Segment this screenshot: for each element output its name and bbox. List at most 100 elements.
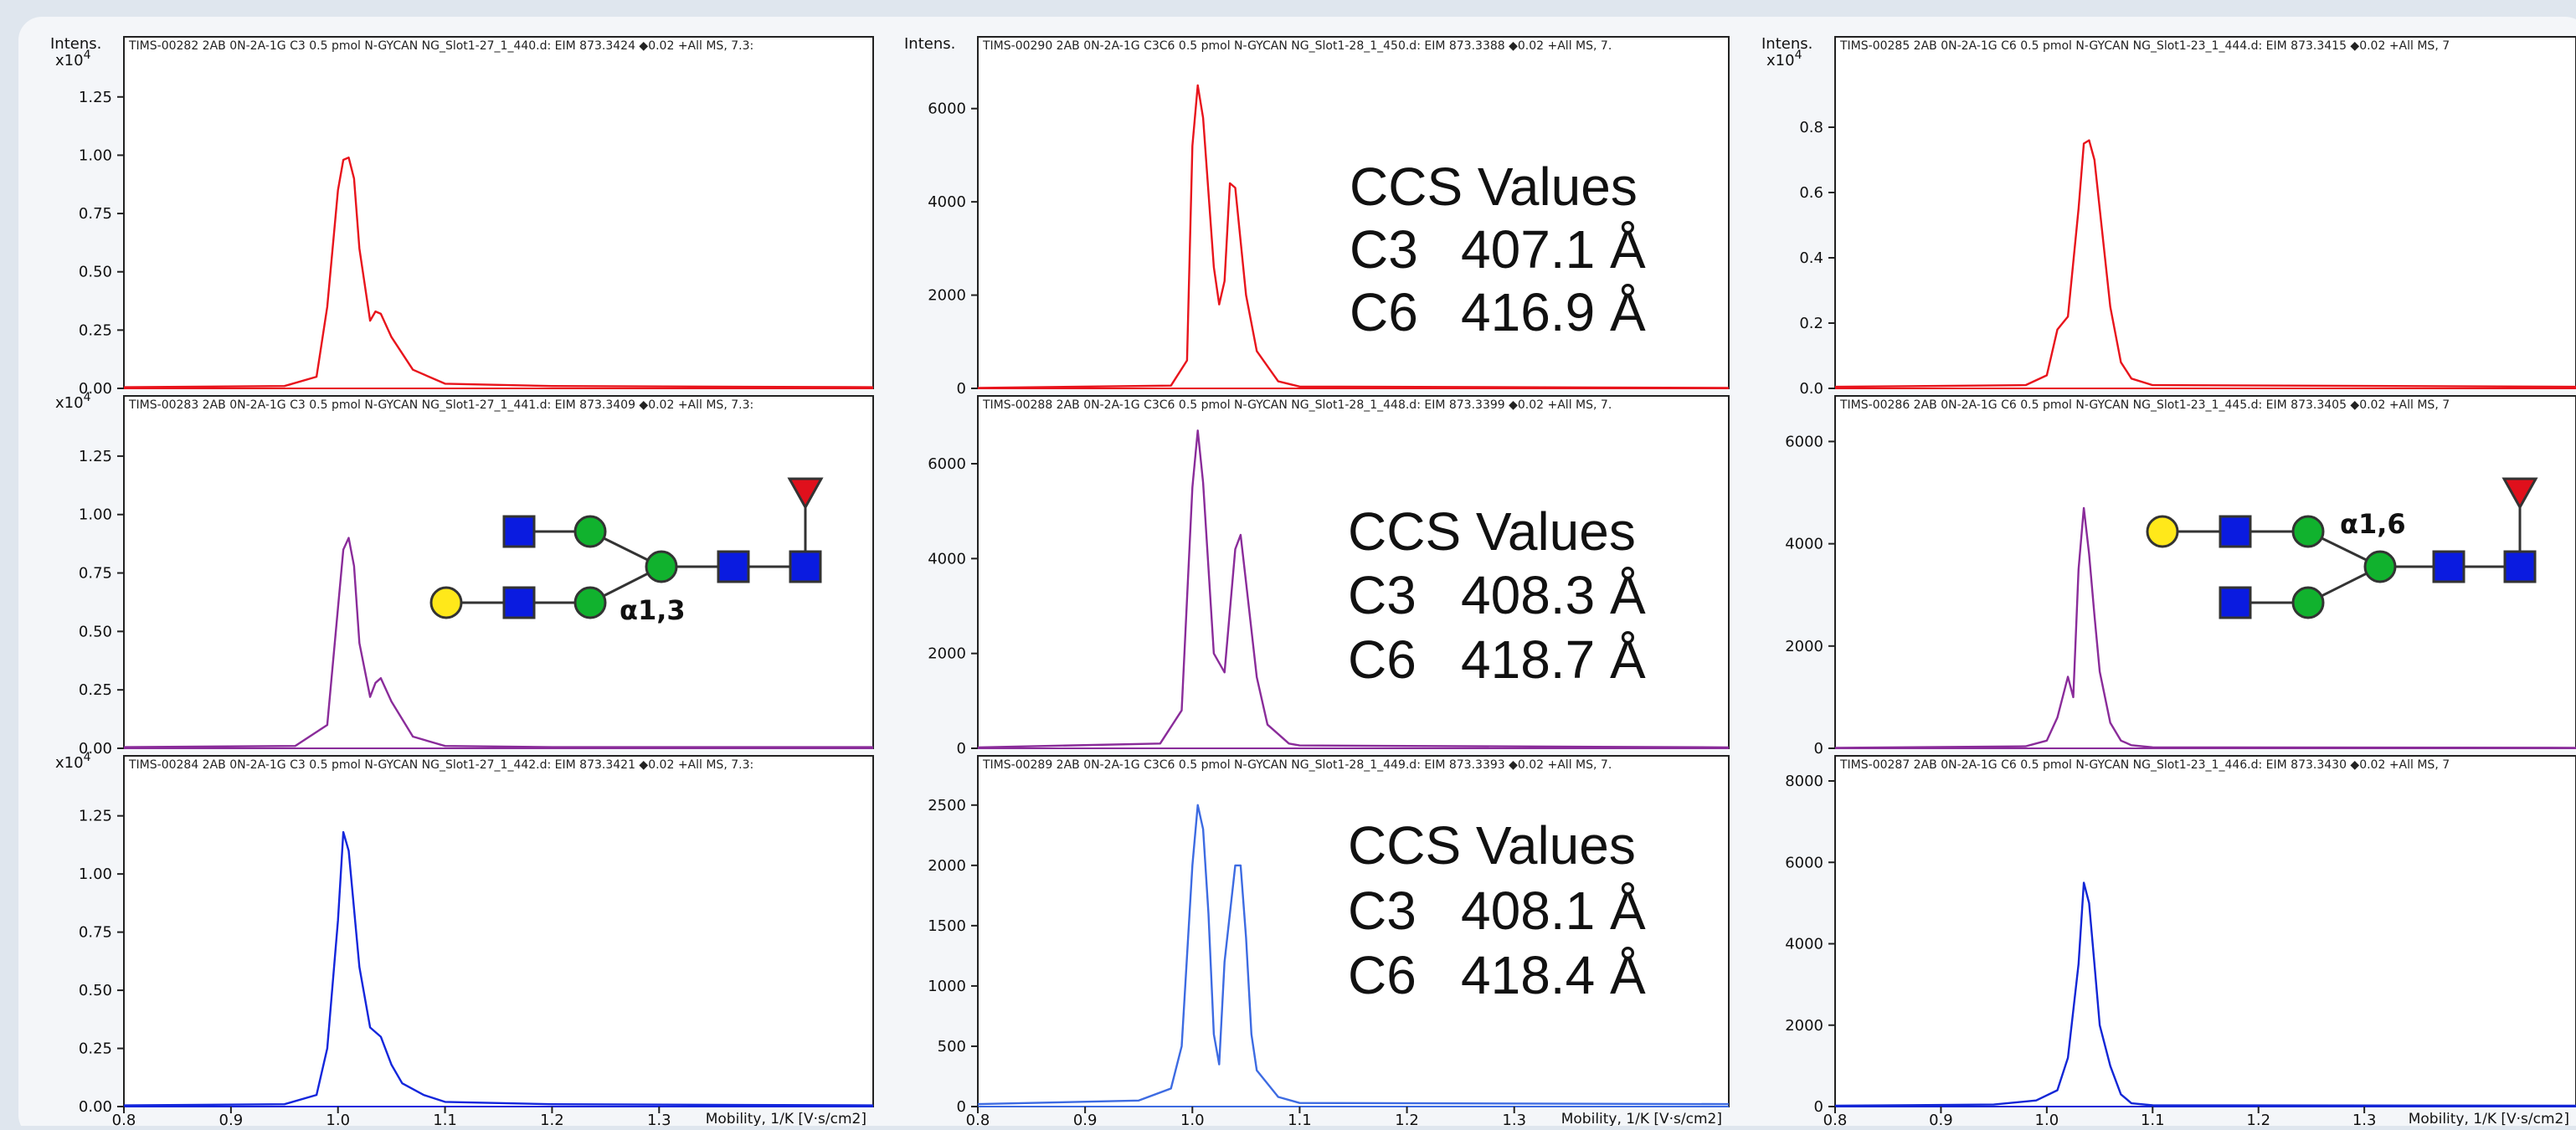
mannose-circle-icon	[573, 586, 607, 619]
mannose-core-circle-icon	[2363, 550, 2397, 583]
x-tick-label: 1.1	[433, 1112, 457, 1126]
chart-panel-1-1: TIMS-00282 2AB 0N-2A-1G C3 0.5 pmol N-GY…	[50, 35, 874, 398]
x-tick-label: 1.3	[1502, 1112, 1526, 1126]
ccs-title: CCS Values	[1348, 501, 1636, 562]
x-tick-label: 0.9	[1073, 1112, 1098, 1126]
y-tick-label: 1.25	[79, 808, 112, 825]
y-multiplier-exponent: 4	[84, 391, 91, 404]
mannose-core-circle-icon	[645, 550, 678, 583]
y-tick-label: 1.00	[79, 506, 112, 524]
ccs-label-c6: C6	[1348, 629, 1417, 690]
y-axis-title: Intens.	[904, 35, 955, 53]
plot-area	[123, 36, 874, 389]
y-tick-label: 0.8	[1799, 119, 1823, 136]
y-multiplier-exponent: 4	[84, 751, 91, 764]
ccs-value-c6: 418.7 Å	[1461, 629, 1646, 690]
y-tick-label: 2000	[1785, 638, 1823, 655]
y-tick-label: 500	[938, 1038, 966, 1056]
y-tick-label: 0.75	[79, 205, 112, 223]
y-tick-label: 0.4	[1799, 249, 1823, 267]
y-tick-label: 2500	[928, 797, 966, 814]
y-axis-title: Intens.	[1761, 35, 1812, 53]
glcnac-square-icon	[502, 515, 536, 548]
y-multiplier-exponent: 4	[84, 49, 91, 62]
y-tick-label: 0.50	[79, 623, 112, 640]
y-tick-label: 1000	[928, 978, 966, 995]
y-tick-label: 0.00	[79, 1098, 112, 1116]
y-tick-label: 0	[1814, 740, 1823, 758]
x-tick-label: 1.2	[540, 1112, 564, 1126]
fucose-triangle-icon	[2501, 477, 2538, 511]
mannose-circle-icon	[573, 515, 607, 548]
mobilogram-trace	[1834, 506, 2576, 749]
ccs-value-c3: 408.3 Å	[1461, 565, 1646, 625]
y-tick-label: 1.00	[79, 865, 112, 883]
glcnac-square-icon	[502, 586, 536, 619]
y-tick-label: 6000	[928, 455, 966, 473]
y-tick-label: 4000	[1785, 536, 1823, 553]
chart-panel-3-3: TIMS-00287 2AB 0N-2A-1G C6 0.5 pmol N-GY…	[1785, 755, 2576, 1129]
x-tick-label: 0.9	[219, 1112, 244, 1126]
glcnac-square-icon	[717, 550, 750, 583]
x-axis-label: Mobility, 1/K [V·s/cm2]	[2409, 1111, 2569, 1126]
ccs-block-3: CCS Values C3 408.1 Å C6 418.4 Å	[1348, 815, 1646, 1005]
x-tick-label: 1.3	[647, 1112, 671, 1126]
chart-panel-1-2: TIMS-00283 2AB 0N-2A-1G C3 0.5 pmol N-GY…	[55, 391, 874, 758]
y-tick-label: 4000	[928, 550, 966, 568]
x-tick-label: 1.1	[2141, 1112, 2165, 1126]
mobilogram-trace	[123, 830, 874, 1107]
ccs-value-c3: 408.1 Å	[1461, 881, 1646, 941]
ccs-value-c6: 416.9 Å	[1461, 282, 1646, 342]
x-tick-label: 0.8	[1823, 1112, 1848, 1126]
chart-title: TIMS-00290 2AB 0N-2A-1G C3C6 0.5 pmol N-…	[982, 39, 1612, 53]
linkage-label-alpha13: α1,3	[620, 594, 686, 626]
y-tick-label: 0.50	[79, 264, 112, 281]
x-tick-label: 1.0	[326, 1112, 350, 1126]
y-tick-label: 8000	[1785, 773, 1823, 790]
y-tick-label: 2000	[928, 287, 966, 305]
y-tick-label: 1.00	[79, 146, 112, 164]
y-tick-label: 0.75	[79, 565, 112, 583]
chart-title: TIMS-00284 2AB 0N-2A-1G C3 0.5 pmol N-GY…	[128, 758, 753, 772]
chart-title: TIMS-00283 2AB 0N-2A-1G C3 0.5 pmol N-GY…	[128, 398, 753, 412]
glcnac-square-icon	[2503, 550, 2537, 583]
y-tick-label: 0.6	[1799, 184, 1823, 202]
mobilogram-trace	[977, 84, 1730, 389]
y-multiplier-exponent: 4	[1795, 49, 1802, 62]
ccs-block-2: CCS Values C3 408.3 Å C6 418.7 Å	[1348, 501, 1646, 690]
mobilogram-trace	[1834, 139, 2576, 388]
chart-panel-2-2: TIMS-00288 2AB 0N-2A-1G C3C6 0.5 pmol N-…	[928, 395, 1730, 758]
x-tick-label: 1.3	[2352, 1112, 2377, 1126]
chart-panel-2-3: TIMS-00289 2AB 0N-2A-1G C3C6 0.5 pmol N-…	[928, 755, 1730, 1129]
x-tick-label: 0.8	[966, 1112, 990, 1126]
ccs-label-c3: C3	[1350, 219, 1418, 280]
linkage-label-alpha16: α1,6	[2340, 508, 2406, 540]
y-tick-label: 0	[1814, 1098, 1823, 1116]
x-axis-label: Mobility, 1/K [V·s/cm2]	[706, 1111, 866, 1126]
ccs-value-c3: 407.1 Å	[1461, 219, 1646, 280]
glycan-structure-alpha16	[2146, 477, 2538, 619]
ccs-block-1: CCS Values C3 407.1 Å C6 416.9 Å	[1350, 157, 1646, 342]
chart-title: TIMS-00285 2AB 0N-2A-1G C6 0.5 pmol N-GY…	[1839, 39, 2450, 53]
mobilogram-trace	[1834, 881, 2576, 1107]
chart-panel-1-3: TIMS-00284 2AB 0N-2A-1G C3 0.5 pmol N-GY…	[55, 751, 874, 1129]
ccs-label-c6: C6	[1350, 282, 1418, 342]
chart-title: TIMS-00286 2AB 0N-2A-1G C6 0.5 pmol N-GY…	[1839, 398, 2450, 412]
x-tick-label: 1.2	[2246, 1112, 2270, 1126]
y-tick-label: 2000	[928, 645, 966, 663]
x-tick-label: 1.1	[1288, 1112, 1312, 1126]
mannose-circle-icon	[2291, 586, 2325, 619]
ccs-title: CCS Values	[1350, 157, 1638, 217]
plot-area	[123, 755, 874, 1107]
y-tick-label: 0.25	[79, 321, 112, 339]
y-tick-label: 0.25	[79, 681, 112, 699]
mobilogram-trace	[977, 804, 1730, 1106]
glcnac-square-icon	[2219, 515, 2252, 548]
x-tick-label: 1.0	[2035, 1112, 2059, 1126]
x-tick-label: 1.0	[1180, 1112, 1205, 1126]
ccs-value-c6: 418.4 Å	[1461, 945, 1646, 1005]
y-tick-label: 1500	[928, 917, 966, 935]
y-tick-label: 0.50	[79, 982, 112, 999]
